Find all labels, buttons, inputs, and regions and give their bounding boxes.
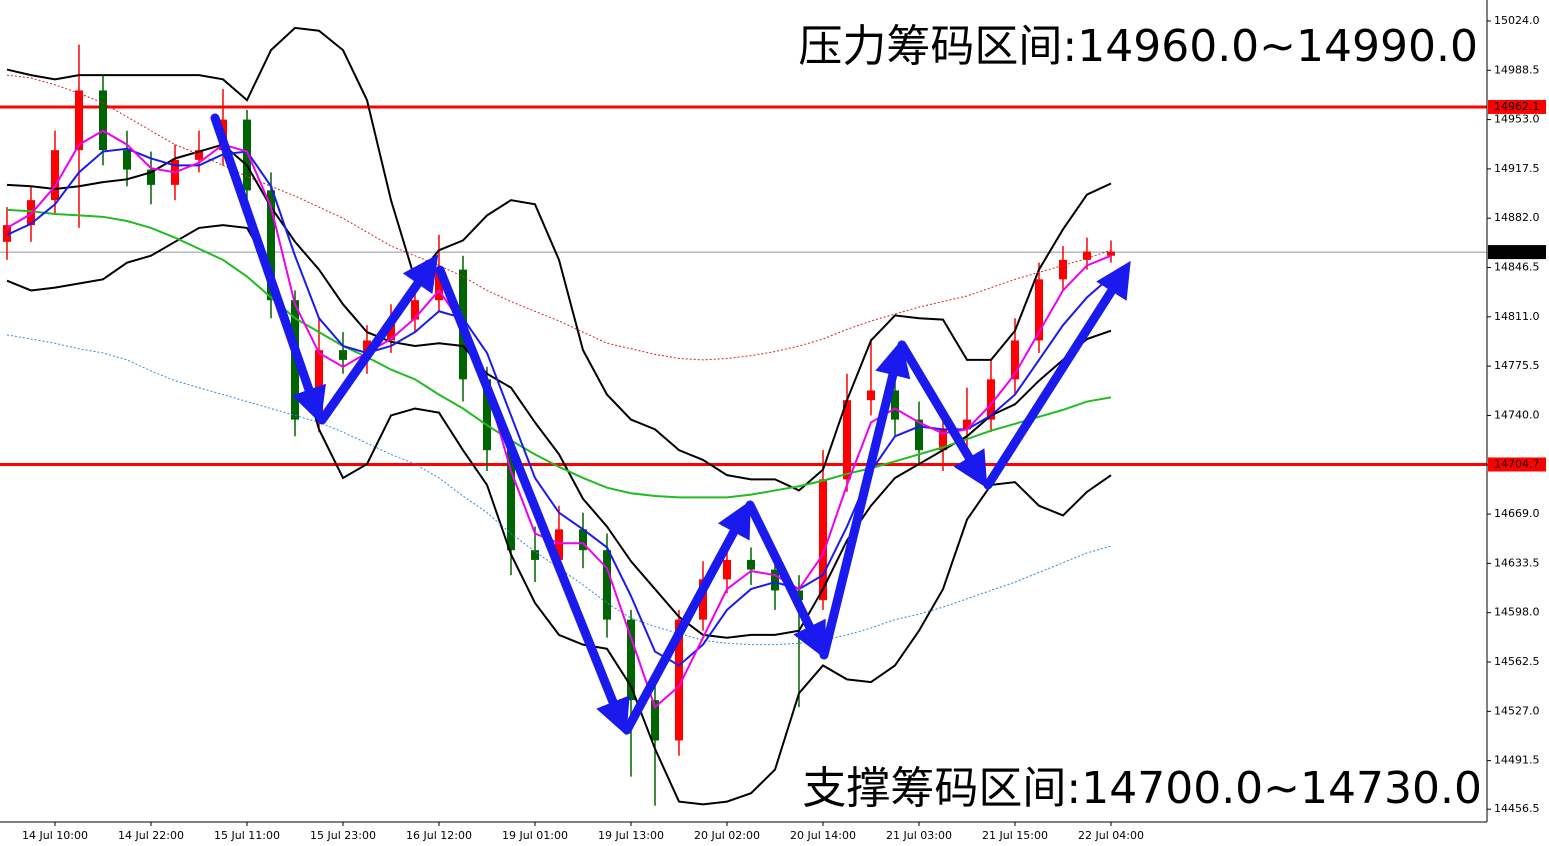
y-tick-label: 14633.5: [1494, 556, 1540, 569]
y-tick-label: 14740.0: [1494, 408, 1540, 421]
x-tick-label: 19 Jul 13:00: [598, 829, 664, 842]
arrow: [745, 500, 826, 659]
x-tick-label: 15 Jul 11:00: [214, 829, 280, 842]
candle-body: [75, 90, 83, 151]
x-tick-label: 16 Jul 12:00: [406, 829, 472, 842]
candle-body: [1059, 259, 1067, 280]
arrow: [435, 265, 630, 736]
candle-body: [723, 559, 731, 580]
annotation-bg: [788, 22, 1482, 76]
x-tick-label: 14 Jul 22:00: [118, 829, 184, 842]
candle-body: [435, 269, 443, 301]
x-tick-label: 14 Jul 10:00: [22, 829, 88, 842]
candle-body: [747, 559, 755, 570]
y-tick-label: 14811.0: [1494, 310, 1540, 323]
x-tick-label: 19 Jul 01:00: [502, 829, 568, 842]
candle-body: [699, 579, 707, 620]
candle-body: [51, 150, 59, 201]
candle-body: [819, 479, 827, 601]
x-tick-label: 22 Jul 04:00: [1078, 829, 1144, 842]
candle-body: [483, 379, 491, 451]
candle-body: [603, 550, 611, 620]
price-level-label: 14704.7: [1494, 457, 1540, 470]
y-tick-label: 14527.0: [1494, 704, 1540, 717]
price-level-box: [1488, 99, 1546, 114]
price-level-box: [1488, 457, 1546, 472]
candle-body: [579, 529, 587, 551]
candle-body: [411, 300, 419, 320]
candle-body: [843, 400, 851, 480]
candle-body: [555, 529, 563, 560]
candle-body: [987, 379, 995, 420]
candle-body: [651, 700, 659, 741]
trend-arrows: [210, 113, 1131, 736]
candle-body: [123, 150, 131, 170]
x-tick-label: 20 Jul 02:00: [694, 829, 760, 842]
plot-area: [0, 26, 1487, 806]
candle-body: [387, 319, 395, 341]
y-tick-label: 15024.0: [1494, 14, 1540, 27]
arrow: [819, 340, 911, 660]
y-tick-label: 14775.5: [1494, 359, 1540, 372]
x-tick-label: 15 Jul 23:00: [310, 829, 376, 842]
x-tick-label: 21 Jul 15:00: [982, 829, 1048, 842]
candle-body: [3, 225, 11, 242]
candle-body: [675, 619, 683, 741]
candle-body: [627, 619, 635, 701]
y-tick-label: 14669.0: [1494, 507, 1540, 520]
arrow: [210, 113, 326, 424]
candle-body: [243, 119, 251, 191]
y-tick-label: 14846.5: [1494, 261, 1540, 274]
candle-body: [339, 350, 347, 360]
candle-body: [1011, 340, 1019, 380]
indicator-line: [6, 26, 1112, 492]
price-level-label: 14857.6: [1494, 245, 1540, 258]
annotation-bg: [792, 764, 1484, 818]
candle-body: [195, 150, 203, 160]
indicator-line: [6, 74, 1112, 361]
indicator-line: [6, 143, 1112, 639]
price-level-box: [1488, 245, 1546, 260]
candle-body: [507, 450, 515, 551]
arrow: [622, 500, 751, 735]
x-tick-label: 21 Jul 03:00: [886, 829, 952, 842]
y-tick-label: 14988.5: [1494, 63, 1540, 76]
price-level-label: 14962.1: [1494, 100, 1540, 113]
candle-body: [915, 419, 923, 451]
candle-body: [1035, 279, 1043, 341]
candle-body: [99, 90, 107, 151]
candle-body: [147, 169, 155, 185]
candle-body: [267, 190, 275, 301]
candle-body: [939, 429, 947, 451]
y-tick-label: 14456.5: [1494, 802, 1540, 815]
y-tick-label: 14562.5: [1494, 655, 1540, 668]
candle-body: [963, 419, 971, 430]
candle-body: [771, 569, 779, 591]
candle-body: [1107, 251, 1115, 256]
arrow: [317, 254, 439, 425]
y-tick-label: 14917.5: [1494, 162, 1540, 175]
y-tick-label: 14882.0: [1494, 211, 1540, 224]
candle-body: [891, 390, 899, 420]
indicator-line: [6, 224, 1112, 806]
candle-body: [531, 550, 539, 560]
y-tick-label: 14491.5: [1494, 754, 1540, 767]
indicator-line: [6, 129, 1112, 709]
arrow: [897, 340, 988, 489]
indicator-line: [6, 208, 1112, 499]
arrow: [983, 260, 1131, 490]
annotation: 压力筹码区间:14960.0~14990.0: [798, 21, 1478, 72]
x-tick-label: 20 Jul 14:00: [790, 829, 856, 842]
y-tick-label: 14598.0: [1494, 606, 1540, 619]
annotation: 支撑筹码区间:14700.0~14730.0: [802, 763, 1482, 814]
candle-body: [867, 390, 875, 401]
candle-body: [1083, 251, 1091, 260]
y-tick-label: 14953.0: [1494, 113, 1540, 126]
